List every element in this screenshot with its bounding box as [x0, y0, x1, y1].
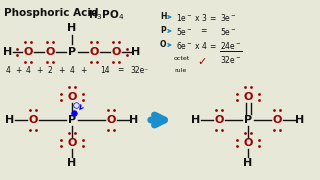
Text: O: O	[45, 47, 55, 57]
Text: rule: rule	[174, 68, 186, 73]
Text: 2: 2	[48, 66, 52, 75]
Text: H: H	[132, 47, 140, 57]
Text: 4: 4	[5, 66, 11, 75]
FancyArrowPatch shape	[80, 105, 83, 109]
Text: 4: 4	[26, 66, 30, 75]
Text: 4: 4	[69, 66, 75, 75]
Text: O: O	[23, 47, 33, 57]
Text: 6e$^-$ x 4 =: 6e$^-$ x 4 =	[176, 40, 217, 51]
Text: O: O	[28, 115, 38, 125]
Text: 5e$^-$: 5e$^-$	[176, 26, 193, 37]
Text: P: P	[68, 47, 76, 57]
Text: O: O	[214, 115, 224, 125]
Text: 32e⁻: 32e⁻	[131, 66, 149, 75]
Text: Phosphoric Acid: Phosphoric Acid	[4, 8, 99, 18]
Text: =: =	[117, 66, 123, 75]
Text: O: O	[272, 115, 282, 125]
Text: 5e$^-$: 5e$^-$	[220, 26, 237, 37]
Text: +: +	[80, 66, 86, 75]
Text: 3e$^-$: 3e$^-$	[220, 12, 237, 23]
Text: H: H	[191, 115, 201, 125]
Text: +: +	[15, 66, 21, 75]
Text: H: H	[68, 158, 76, 168]
Text: 24e$^-$: 24e$^-$	[220, 40, 242, 51]
Text: P: P	[244, 115, 252, 125]
Text: H: H	[68, 23, 76, 33]
Text: H$_3$PO$_4$: H$_3$PO$_4$	[88, 8, 124, 22]
Text: H: H	[295, 115, 305, 125]
Text: O: O	[243, 92, 253, 102]
Text: 1e$^-$ x 3 =: 1e$^-$ x 3 =	[176, 12, 217, 23]
Text: 14: 14	[100, 66, 110, 75]
Text: H: H	[4, 47, 12, 57]
Text: O: O	[89, 47, 99, 57]
Text: octet: octet	[174, 56, 190, 61]
Text: P: P	[68, 115, 76, 125]
Text: +: +	[58, 66, 64, 75]
Text: O: O	[243, 138, 253, 148]
Text: O: O	[111, 47, 121, 57]
Text: =: =	[200, 26, 206, 35]
Text: ✓: ✓	[197, 57, 206, 67]
Text: O: O	[67, 138, 77, 148]
Text: 32e$^-$: 32e$^-$	[220, 54, 242, 65]
Text: +: +	[36, 66, 42, 75]
Text: H: H	[160, 12, 166, 21]
Text: H: H	[5, 115, 15, 125]
Text: O: O	[106, 115, 116, 125]
Text: H: H	[129, 115, 139, 125]
Text: H: H	[244, 158, 252, 168]
Text: O: O	[160, 40, 166, 49]
Text: P: P	[160, 26, 166, 35]
Text: O: O	[67, 92, 77, 102]
